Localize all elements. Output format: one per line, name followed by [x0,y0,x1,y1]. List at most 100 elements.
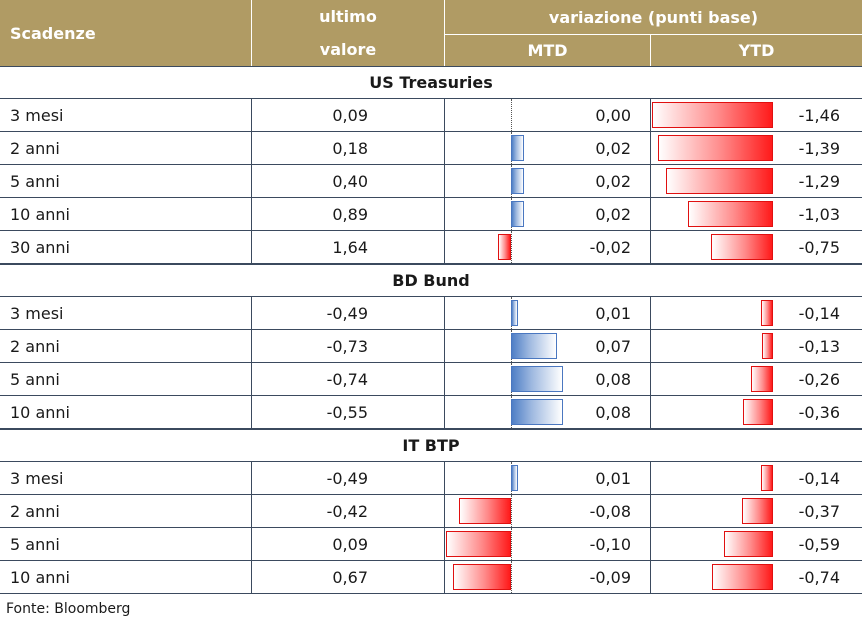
scadenza-cell: 2 anni [10,336,60,356]
mtd-value-cell: 0,02 [595,171,631,191]
ytd-bar [761,465,773,491]
ytd-value-cell: -1,39 [798,138,840,158]
column-divider [251,198,252,230]
table-row: 3 mesi -0,49 0,01 -0,14 [0,462,862,495]
section-title: IT BTP [402,436,460,455]
mtd-value-cell: 0,01 [595,303,631,323]
column-divider [444,363,445,395]
mtd-zero-line [511,561,512,593]
ultimo-valore-cell: 0,67 [332,567,368,587]
header-variazione-label: variazione (punti base) [548,7,759,27]
ultimo-valore-cell: -0,49 [326,303,368,323]
mtd-bar [498,234,511,260]
section-title: US Treasuries [369,73,493,92]
header-mtd-label: MTD [527,41,568,60]
column-divider [444,462,445,494]
mtd-bar [511,366,563,392]
column-divider [650,99,651,131]
column-divider [650,231,651,263]
ultimo-valore-cell: 0,18 [332,138,368,158]
column-divider [251,462,252,494]
mtd-zero-line [511,528,512,560]
mtd-zero-line [511,495,512,527]
mtd-bar [511,168,524,194]
header-variazione: variazione (punti base) [445,0,862,34]
ultimo-valore-cell: 0,09 [332,534,368,554]
mtd-value-cell: 0,02 [595,138,631,158]
ultimo-valore-cell: 0,09 [332,105,368,125]
scadenza-cell: 10 anni [10,402,70,422]
table-row: 10 anni 0,67 -0,09 -0,74 [0,561,862,594]
table-row: 2 anni 0,18 0,02 -1,39 [0,132,862,165]
column-divider [251,297,252,329]
ytd-bar [751,366,773,392]
ytd-bar [724,531,773,557]
column-divider [650,495,651,527]
scadenza-cell: 30 anni [10,237,70,257]
table-row: 10 anni -0,55 0,08 -0,36 [0,396,862,429]
ultimo-valore-cell: -0,49 [326,468,368,488]
scadenza-cell: 10 anni [10,567,70,587]
table-row: 10 anni 0,89 0,02 -1,03 [0,198,862,231]
ytd-bar [762,333,773,359]
ultimo-valore-cell: 0,89 [332,204,368,224]
scadenza-cell: 5 anni [10,369,60,389]
scadenza-cell: 10 anni [10,204,70,224]
ytd-value-cell: -0,36 [798,402,840,422]
column-divider [444,99,445,131]
ultimo-valore-cell: -0,74 [326,369,368,389]
header-ultimo-valore: ultimo valore [252,0,444,66]
ytd-value-cell: -0,75 [798,237,840,257]
mtd-zero-line [511,231,512,263]
scadenza-cell: 3 mesi [10,105,64,125]
section-header: US Treasuries [0,66,862,99]
column-divider [650,330,651,362]
column-divider [251,363,252,395]
column-divider [650,396,651,428]
table-row: 2 anni -0,73 0,07 -0,13 [0,330,862,363]
mtd-bar [511,135,524,161]
ytd-bar [742,498,773,524]
header-ytd-label: YTD [738,41,775,60]
column-divider [650,198,651,230]
header-ultimo-line1: ultimo [319,7,377,26]
ytd-value-cell: -0,37 [798,501,840,521]
mtd-value-cell: 0,07 [595,336,631,356]
column-divider [444,396,445,428]
column-divider [650,297,651,329]
ytd-bar [743,399,773,425]
mtd-value-cell: -0,08 [589,501,631,521]
ytd-value-cell: -0,59 [798,534,840,554]
column-divider [444,528,445,560]
ytd-value-cell: -0,74 [798,567,840,587]
scadenza-cell: 2 anni [10,138,60,158]
ultimo-valore-cell: -0,73 [326,336,368,356]
column-divider [444,132,445,164]
ytd-bar [710,234,773,260]
column-divider [650,528,651,560]
ytd-value-cell: -0,13 [798,336,840,356]
header-scadenze-label: Scadenze [10,23,96,43]
column-divider [444,297,445,329]
scadenza-cell: 5 anni [10,534,60,554]
column-divider [650,363,651,395]
table-row: 3 mesi -0,49 0,01 -0,14 [0,297,862,330]
scadenza-cell: 3 mesi [10,468,64,488]
mtd-value-cell: -0,10 [589,534,631,554]
mtd-bar [452,564,511,590]
mtd-value-cell: 0,08 [595,369,631,389]
column-divider [251,561,252,593]
table-row: 5 anni 0,09 -0,10 -0,59 [0,528,862,561]
ytd-bar [687,201,773,227]
table-row: 3 mesi 0,09 0,00 -1,46 [0,99,862,132]
column-divider [251,528,252,560]
ytd-bar [711,564,773,590]
ultimo-valore-cell: -0,42 [326,501,368,521]
mtd-value-cell: 0,00 [595,105,631,125]
mtd-value-cell: 0,08 [595,402,631,422]
mtd-value-cell: 0,02 [595,204,631,224]
yield-table: Scadenze ultimo valore variazione (punti… [0,0,862,594]
column-divider [251,396,252,428]
column-divider [251,132,252,164]
ytd-value-cell: -1,03 [798,204,840,224]
